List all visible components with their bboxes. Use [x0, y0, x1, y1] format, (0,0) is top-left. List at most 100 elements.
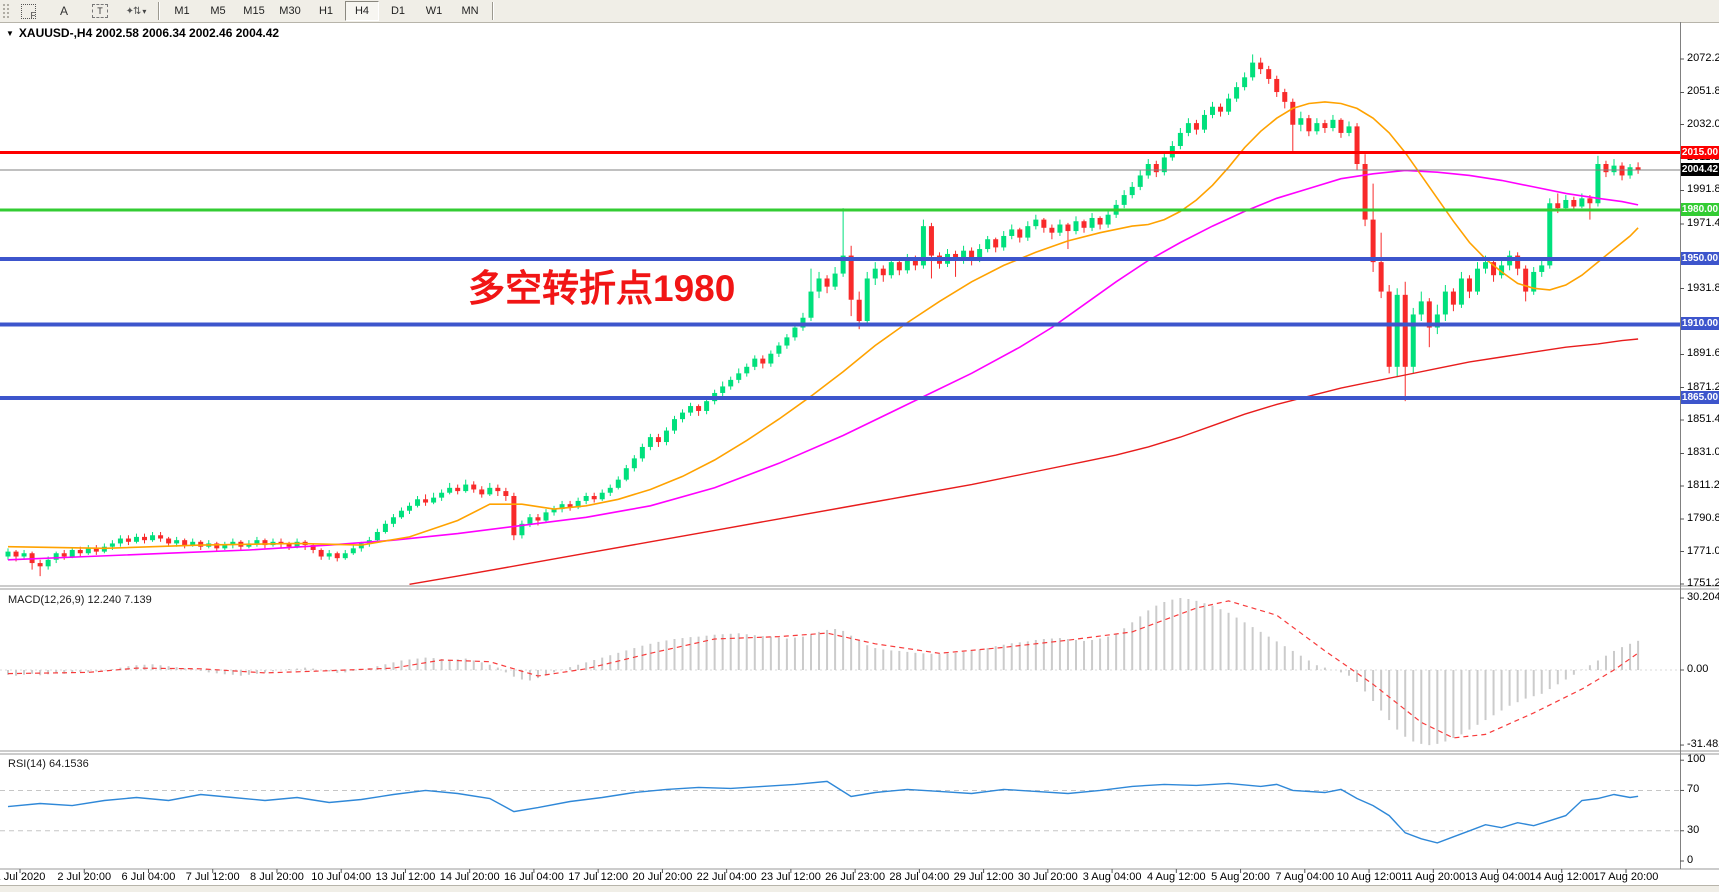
candle-body	[109, 543, 115, 547]
macd-scale-label: -31.482	[1687, 738, 1719, 751]
candle-body	[1177, 132, 1183, 147]
candle-body	[1354, 126, 1360, 164]
chart-canvas[interactable]	[0, 22, 1719, 891]
price-tick-label: 1931.80	[1687, 281, 1719, 294]
candle-body	[688, 406, 694, 413]
candle-body	[623, 468, 629, 480]
candle-body	[583, 496, 589, 501]
timeframe-button-m30[interactable]: M30	[279, 5, 301, 17]
candle-body	[407, 505, 412, 511]
candle-body	[1314, 123, 1320, 132]
candle-body	[655, 437, 661, 443]
timeframe-button-m1[interactable]: M1	[174, 5, 190, 17]
bottom-strip	[0, 885, 1719, 892]
ma-fast-line	[7, 101, 1639, 550]
candle-body	[1587, 198, 1593, 204]
candle-body	[415, 499, 421, 506]
price-tick-label: 1991.80	[1687, 183, 1719, 196]
macd-scale-label: 0.00	[1687, 663, 1709, 675]
candle-body	[495, 487, 501, 492]
timeframe-button-d1[interactable]: D1	[390, 5, 406, 17]
template-frame-button[interactable]: F	[11, 1, 45, 21]
candle-body	[439, 492, 445, 498]
candle-body	[1523, 268, 1529, 292]
candle-body	[720, 386, 726, 393]
object-style-button[interactable]: ✦⇅ ▾	[119, 1, 153, 21]
price-tick-label: 2072.20	[1687, 52, 1719, 64]
timeframe-button-h4[interactable]: H4	[345, 1, 379, 21]
candle-body	[1121, 195, 1127, 205]
candle-body	[326, 553, 332, 557]
candle-body	[1057, 224, 1063, 233]
time-axis-label: 3 Aug 04:00	[1082, 871, 1142, 883]
candle-body	[310, 545, 316, 550]
candle-body	[519, 523, 525, 536]
price-level-badge: 2004.42	[1681, 162, 1719, 176]
candle-body	[61, 553, 67, 557]
candle-body	[382, 523, 388, 532]
candle-body	[1306, 118, 1312, 132]
text-box-button[interactable]: T	[83, 1, 117, 21]
candle-body	[1394, 294, 1400, 367]
candle-body	[744, 366, 750, 374]
timeframe-button-mn[interactable]: MN	[461, 5, 479, 17]
timeframe-button-h1[interactable]: H1	[318, 5, 334, 17]
chart-title: ▼ XAUUSD-,H4 2002.58 2006.34 2002.46 200…	[6, 26, 279, 40]
candle-body	[1499, 265, 1505, 276]
candle-body	[1017, 229, 1023, 238]
candle-body	[117, 538, 123, 544]
candle-body	[182, 540, 188, 546]
candle-body	[864, 278, 870, 322]
time-axis-label: 14 Jul 20:00	[439, 871, 500, 883]
candle-body	[904, 258, 910, 271]
candle-body	[1089, 217, 1095, 228]
time-axis-label: 2 Jul 20:00	[57, 871, 112, 883]
candle-body	[77, 549, 83, 554]
candle-body	[1491, 262, 1497, 276]
candle-body	[527, 517, 533, 524]
candle-body	[1153, 163, 1159, 173]
candle-body	[198, 541, 204, 547]
time-axis-label: 22 Jul 04:00	[696, 871, 757, 883]
candle-body	[1065, 224, 1071, 232]
timeframe-button-m5[interactable]: M5	[210, 5, 226, 17]
candle-body	[1450, 291, 1456, 305]
candle-body	[1001, 235, 1007, 248]
candle-body	[1041, 219, 1047, 228]
timeframe-button-w1[interactable]: W1	[425, 5, 443, 17]
candle-body	[985, 239, 991, 250]
candle-body	[776, 345, 782, 354]
candle-body	[150, 535, 156, 541]
candle-body	[1322, 123, 1328, 129]
time-axis-label: 13 Aug 04:00	[1465, 871, 1530, 883]
candle-body	[671, 419, 677, 431]
time-axis-label: 30 Jul 20:00	[1017, 871, 1078, 883]
candle-body	[166, 538, 172, 544]
candle-body	[535, 517, 541, 521]
candle-body	[503, 491, 509, 497]
candle-body	[1442, 291, 1448, 315]
collapse-triangle-icon[interactable]: ▼	[6, 28, 14, 38]
time-axis-label: 7 Jul 12:00	[185, 871, 240, 883]
toolbar-drag-handle[interactable]	[2, 3, 10, 19]
text-label-button[interactable]: A	[47, 1, 81, 21]
candle-body	[21, 553, 27, 557]
candle-body	[993, 239, 999, 248]
chart-annotation[interactable]: 多空转折点1980	[468, 268, 736, 309]
candle-body	[262, 540, 268, 546]
text-box-icon: T	[92, 4, 108, 18]
time-axis-label: 11 Aug 20:00	[1401, 871, 1466, 883]
price-tick-label: 1811.20	[1687, 478, 1719, 491]
candle-body	[1266, 69, 1272, 79]
candle-body	[704, 401, 710, 411]
candle-body	[1193, 123, 1199, 130]
object-style-icon: ✦⇅	[125, 5, 142, 17]
timeframe-button-m15[interactable]: M15	[243, 5, 265, 17]
candle-body	[254, 540, 260, 544]
candle-body	[1097, 217, 1103, 225]
price-tick-label: 1790.80	[1687, 512, 1719, 525]
candle-body	[663, 430, 669, 443]
candle-body	[1105, 214, 1111, 225]
candle-body	[190, 541, 196, 546]
candle-body	[318, 549, 324, 557]
